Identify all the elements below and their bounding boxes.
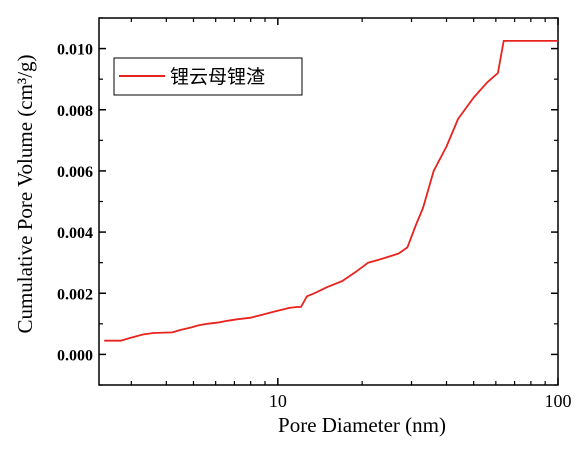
y-tick-label: 0.002 [57, 286, 93, 303]
y-tick-label: 0.008 [57, 103, 93, 120]
x-axis-title: Pore Diameter (nm) [278, 413, 446, 437]
y-tick-label: 0.000 [57, 347, 93, 364]
y-axis-ticks: 0.000 0.002 0.004 0.006 0.008 0.010 [57, 17, 558, 386]
y-tick-label: 0.006 [57, 164, 93, 181]
series-line [104, 40, 558, 342]
legend: 锂云母锂渣 [113, 57, 303, 96]
y-tick-label: 0.010 [57, 42, 93, 59]
x-axis-ticks: 10 100 [130, 18, 572, 411]
x-tick-label: 100 [545, 391, 572, 411]
y-axis-title: Cumulative Pore Volume (cm³/g) [13, 54, 37, 333]
y-tick-label: 0.004 [57, 225, 93, 242]
x-tick-label: 10 [269, 391, 287, 411]
series-layer [104, 40, 558, 342]
legend-label: 锂云母锂渣 [170, 66, 265, 88]
